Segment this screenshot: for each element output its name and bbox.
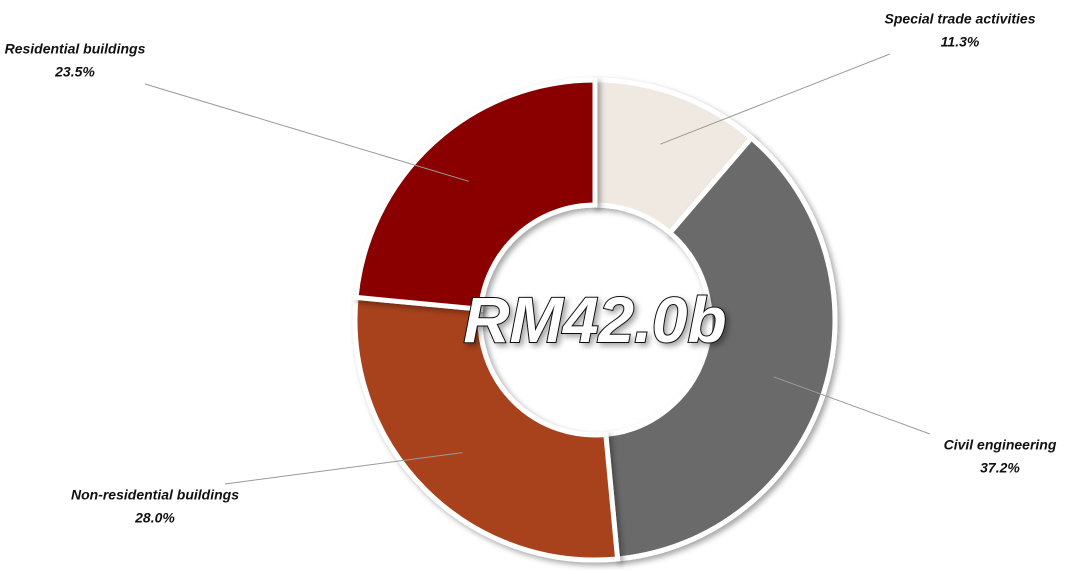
category-label: Non-residential buildings xyxy=(71,487,239,503)
slice xyxy=(353,77,598,312)
value-label: 28.0% xyxy=(134,510,175,526)
leader-line xyxy=(144,83,469,182)
category-label: Civil engineering xyxy=(944,437,1057,453)
leader-line xyxy=(659,53,891,145)
leader-line xyxy=(773,376,931,435)
value-label: 11.3% xyxy=(941,34,980,50)
value-label: 23.5% xyxy=(54,64,95,80)
category-label: Special trade activities xyxy=(885,11,1036,27)
leader-line xyxy=(224,452,463,485)
slice xyxy=(352,294,621,563)
center-label: RM42.0b xyxy=(463,284,726,356)
category-label: Residential buildings xyxy=(5,41,146,57)
slice xyxy=(603,134,838,562)
value-label: 37.2% xyxy=(980,460,1020,476)
donut xyxy=(352,77,838,563)
